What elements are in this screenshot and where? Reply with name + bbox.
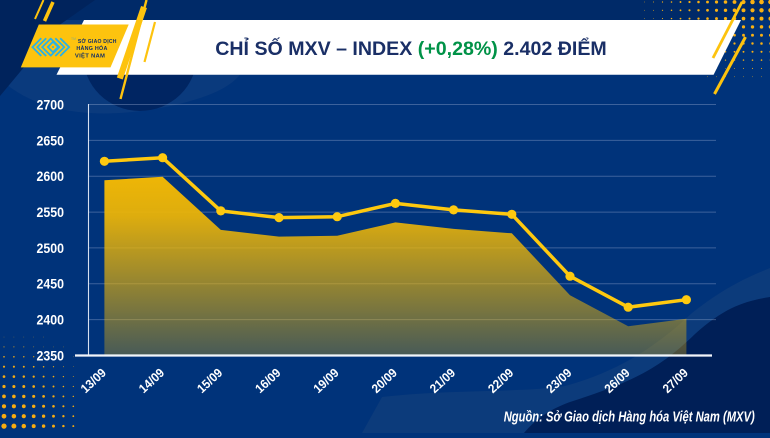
svg-text:VIỆT NAM: VIỆT NAM (75, 51, 105, 59)
svg-text:2550: 2550 (37, 205, 65, 220)
svg-text:2450: 2450 (37, 277, 65, 292)
svg-text:SỞ GIAO DỊCH: SỞ GIAO DỊCH (78, 38, 117, 45)
svg-text:CHỈ SỐ MXV – INDEX (+0,28%) 2.: CHỈ SỐ MXV – INDEX (+0,28%) 2.402 ĐIỂM (215, 36, 606, 60)
svg-text:HÀNG HÓA: HÀNG HÓA (76, 44, 107, 52)
svg-text:2500: 2500 (37, 241, 65, 256)
svg-text:2350: 2350 (37, 348, 65, 363)
svg-text:2400: 2400 (37, 313, 65, 328)
svg-text:TM: TM (71, 37, 76, 41)
svg-text:2700: 2700 (37, 97, 65, 112)
svg-text:Nguồn: Sở Giao dịch Hàng hóa V: Nguồn: Sở Giao dịch Hàng hóa Việt Nam (M… (504, 408, 755, 425)
svg-text:2650: 2650 (37, 133, 65, 148)
svg-text:2600: 2600 (37, 169, 65, 184)
